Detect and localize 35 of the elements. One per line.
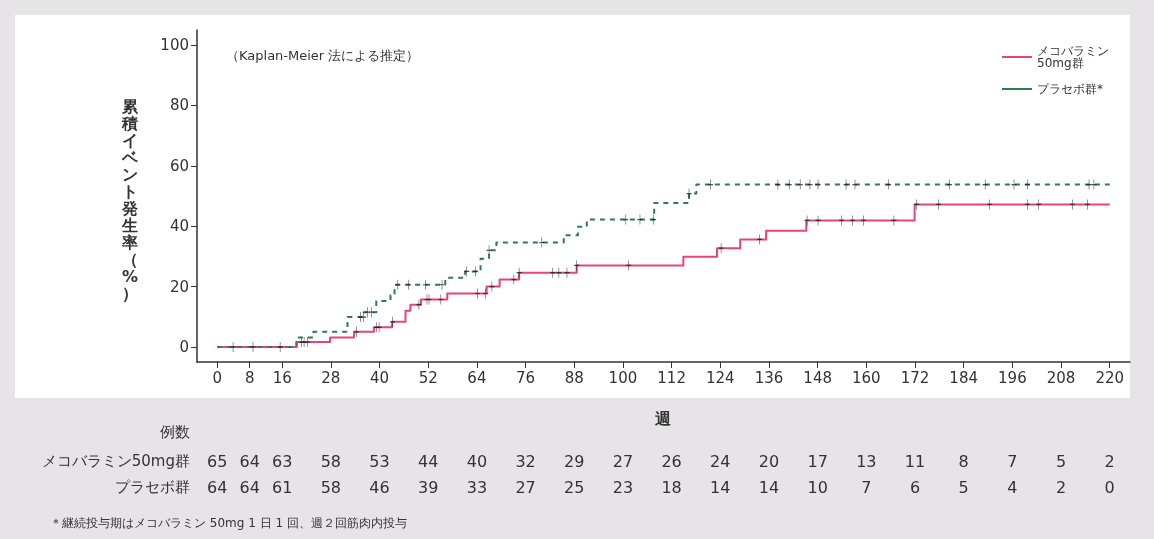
x-tick-label: 64 — [467, 368, 487, 387]
text: メコバラミン50mg群 65 64 63 58 53 44 40 32 29 27 26 24 20 17 13 11 8 7 5 2 — [41, 451, 1115, 471]
text: 例数 — [160, 423, 190, 441]
x-tick-label: 172 — [900, 368, 930, 387]
x-tick-label: 112 — [657, 368, 686, 387]
legend-label: プラセボ群* — [1037, 82, 1103, 96]
x-tick-label: 100 — [608, 368, 638, 387]
x-tick-label: 52 — [418, 368, 438, 387]
legend-label: メコバラミン50mg群 — [1037, 44, 1109, 70]
x-tick-label: 8 — [244, 368, 255, 387]
x-tick-label: 160 — [852, 368, 881, 387]
x-tick-label: 16 — [272, 368, 292, 387]
x-tick-label: 220 — [1095, 368, 1125, 387]
text: ＊継続投与期はメコバラミン 50mg 1 日 1 回、週２回筋肉内投与 — [50, 516, 407, 530]
y-tick-label: 100 — [160, 36, 189, 55]
y-tick-label: 0 — [179, 337, 189, 356]
text: プラセボ群 64 64 61 58 46 39 33 27 25 23 18 14 14 10 7 6 5 4 2 0 — [115, 477, 1115, 497]
x-tick-label: 40 — [370, 368, 390, 387]
x-tick-label: 196 — [998, 368, 1027, 387]
x-tick-label: 88 — [564, 368, 584, 387]
x-axis-title: 週 — [654, 408, 672, 428]
y-tick-label: 60 — [169, 156, 189, 175]
x-tick-label: 76 — [516, 368, 536, 387]
y-tick-label: 80 — [169, 96, 189, 115]
x-tick-label: 136 — [754, 368, 784, 387]
x-tick-label: 208 — [1046, 368, 1076, 387]
y-tick-label: 40 — [169, 217, 189, 236]
x-tick-label: 28 — [321, 368, 341, 387]
x-tick-label: 184 — [949, 368, 978, 387]
x-tick-label: 0 — [212, 368, 223, 387]
x-tick-label: 124 — [705, 368, 735, 387]
x-tick-label: 148 — [803, 368, 832, 387]
text: 累積イベント発生率（%） — [121, 97, 139, 303]
y-tick-label: 20 — [169, 277, 189, 296]
annotation: （Kaplan-Meier 法による推定） — [226, 47, 420, 63]
